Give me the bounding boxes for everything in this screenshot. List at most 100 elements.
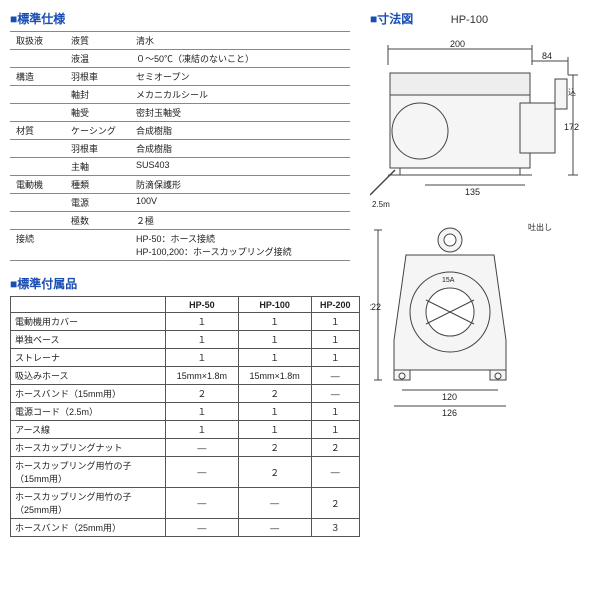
dim-84: 84 (542, 51, 552, 61)
acc-label: ホースカップリングナット (11, 439, 166, 457)
acc-value: １ (238, 349, 311, 367)
spec-value: メカニカルシール (130, 86, 350, 104)
spec-row: 軸受密封玉軸受 (10, 104, 350, 122)
spec-row: 極数２極 (10, 212, 350, 230)
acc-label: ホースバンド（25mm用） (11, 519, 166, 537)
acc-label: ホースカップリング用竹の子（15mm用） (11, 457, 166, 488)
acc-label: ストレーナ (11, 349, 166, 367)
spec-sub: 液温 (65, 50, 130, 68)
spec-category: 電動機 (10, 176, 65, 194)
spec-category (10, 212, 65, 230)
spec-category (10, 104, 65, 122)
spec-value: ２極 (130, 212, 350, 230)
acc-value: 15mm×1.8m (238, 367, 311, 385)
acc-label: ホースカップリング用竹の子（25mm用） (11, 488, 166, 519)
spec-category: 取扱液 (10, 32, 65, 50)
acc-value: ３ (311, 519, 360, 537)
spec-value: 合成樹脂 (130, 140, 350, 158)
front-view-figure: 吐出し 15A 222 (370, 220, 580, 420)
acc-value: — (166, 488, 239, 519)
spec-row: 液温０～50℃（凍結のないこと） (10, 50, 350, 68)
acc-value: １ (238, 421, 311, 439)
acc-row: ホースカップリング用竹の子（15mm用）—２— (11, 457, 360, 488)
spec-category (10, 86, 65, 104)
acc-value: １ (311, 331, 360, 349)
acc-value: １ (166, 403, 239, 421)
spec-sub: 羽根車 (65, 68, 130, 86)
dim-120: 120 (442, 392, 457, 402)
acc-value: — (166, 457, 239, 488)
spec-value: セミオープン (130, 68, 350, 86)
dim-126: 126 (442, 408, 457, 418)
acc-value: — (311, 367, 360, 385)
spec-category: 構造 (10, 68, 65, 86)
acc-label: 電源コード（2.5m） (11, 403, 166, 421)
acc-value: ２ (238, 439, 311, 457)
spec-row: 電動機種類防滴保護形 (10, 176, 350, 194)
acc-row: ホースバンド（25mm用）——３ (11, 519, 360, 537)
acc-blank-header (11, 297, 166, 313)
spec-value: 100V (130, 194, 350, 212)
spec-value: 合成樹脂 (130, 122, 350, 140)
acc-label: ホースバンド（15mm用） (11, 385, 166, 403)
acc-value: １ (238, 313, 311, 331)
acc-value: １ (311, 313, 360, 331)
model-label: HP-100 (451, 14, 488, 26)
acc-value: — (311, 385, 360, 403)
spec-sub: 極数 (65, 212, 130, 230)
spec-value: SUS403 (130, 158, 350, 176)
spec-category: 接続 (10, 230, 65, 261)
left-column: ■標準仕様 取扱液液質清水液温０～50℃（凍結のないこと）構造羽根車セミオープン… (10, 10, 370, 537)
spec-sub: 電源 (65, 194, 130, 212)
acc-label: アース線 (11, 421, 166, 439)
acc-row: 電源コード（2.5m）１１１ (11, 403, 360, 421)
side-view-figure: 200 84 吸込 2.5m (370, 35, 580, 210)
discharge-label: 吐出し (528, 222, 552, 232)
spec-value: HP-50：ホース接続 HP-100,200：ホースカップリング接続 (130, 230, 350, 261)
spec-sub: 液質 (65, 32, 130, 50)
spec-sub: ケーシング (65, 122, 130, 140)
dim-heading: ■寸法図 (370, 12, 413, 26)
spec-table: 取扱液液質清水液温０～50℃（凍結のないこと）構造羽根車セミオープン軸封メカニカ… (10, 31, 350, 261)
acc-row: 電動機用カバー１１１ (11, 313, 360, 331)
acc-value: — (166, 519, 239, 537)
acc-label: 吸込みホース (11, 367, 166, 385)
spec-category (10, 158, 65, 176)
acc-value: １ (311, 403, 360, 421)
spec-row: 接続 HP-50：ホース接続 HP-100,200：ホースカップリング接続 (10, 230, 350, 261)
acc-value: １ (166, 331, 239, 349)
dimension-block: ■寸法図 HP-100 200 84 吸込 (370, 10, 590, 420)
spec-sub: 種類 (65, 176, 130, 194)
acc-row: ストレーナ１１１ (11, 349, 360, 367)
spec-row: 主軸SUS403 (10, 158, 350, 176)
spec-row: 材質ケーシング合成樹脂 (10, 122, 350, 140)
acc-value: ２ (311, 488, 360, 519)
spec-row: 電源100V (10, 194, 350, 212)
acc-model-header: HP-50 (166, 297, 239, 313)
acc-row: 吸込みホース15mm×1.8m15mm×1.8m— (11, 367, 360, 385)
acc-value: １ (238, 331, 311, 349)
spec-sub (65, 230, 130, 261)
acc-value: — (238, 519, 311, 537)
spec-category (10, 140, 65, 158)
spec-row: 構造羽根車セミオープン (10, 68, 350, 86)
acc-value: — (238, 488, 311, 519)
acc-value: 15mm×1.8m (166, 367, 239, 385)
dim-200: 200 (450, 39, 465, 49)
dim-cable: 2.5m (372, 200, 390, 209)
acc-value: ２ (238, 457, 311, 488)
acc-value: １ (166, 349, 239, 367)
acc-value: — (311, 457, 360, 488)
acc-row: 単独ベース１１１ (11, 331, 360, 349)
spec-sub: 羽根車 (65, 140, 130, 158)
spec-sub: 軸封 (65, 86, 130, 104)
spec-value: 防滴保護形 (130, 176, 350, 194)
spec-sub: 主軸 (65, 158, 130, 176)
spec-category (10, 194, 65, 212)
dim-172: 172 (564, 122, 579, 132)
acc-model-header: HP-200 (311, 297, 360, 313)
acc-value: １ (166, 421, 239, 439)
acc-value: １ (311, 421, 360, 439)
acc-value: １ (238, 403, 311, 421)
dim-222: 222 (370, 302, 381, 312)
